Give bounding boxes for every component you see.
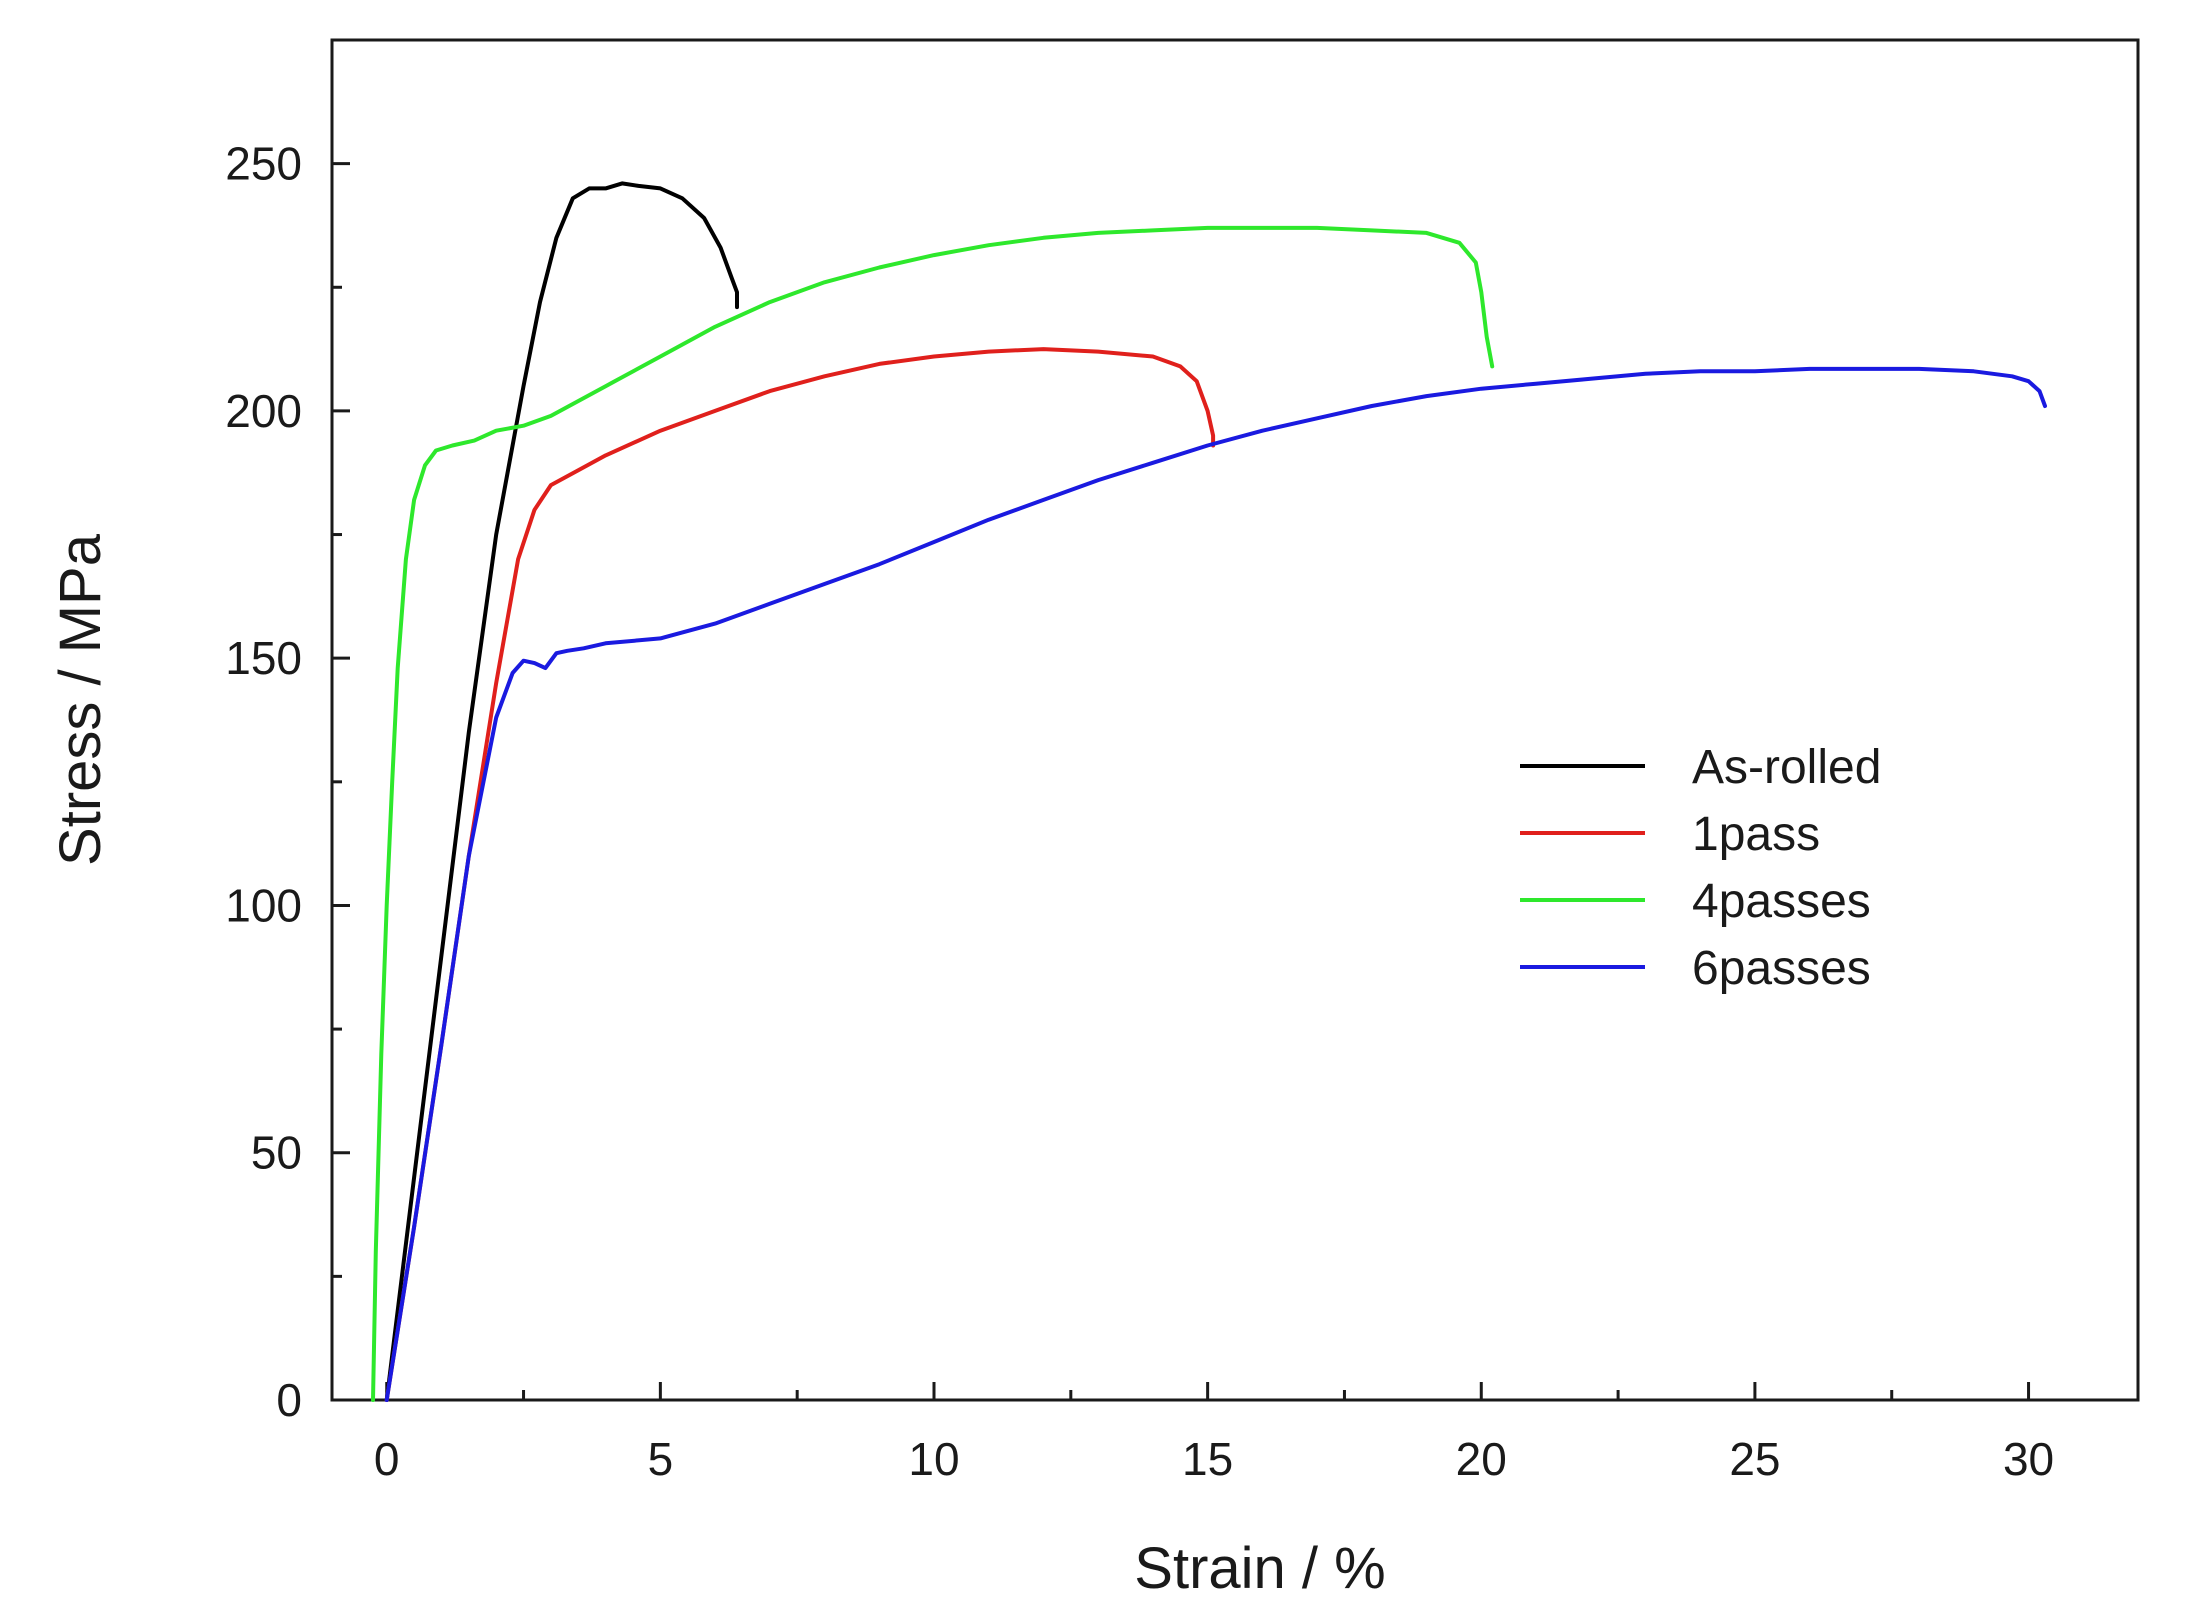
x-tick-label: 5 xyxy=(648,1433,674,1485)
series-line-4passes xyxy=(371,225,1495,1402)
y-tick-label: 150 xyxy=(225,632,302,684)
axis-ticks: 0 5 10 15 20 25 30 0 50 100 150 200 250 xyxy=(225,138,2054,1485)
legend-label: 4passes xyxy=(1692,875,1871,928)
legend-label: 6passes xyxy=(1692,942,1871,995)
y-tick-label: 250 xyxy=(225,138,302,190)
x-axis-label: Strain / % xyxy=(1134,1536,1385,1601)
y-tick-label: 0 xyxy=(276,1374,302,1426)
legend-label: 1pass xyxy=(1692,808,1820,861)
x-tick-label: 20 xyxy=(1456,1433,1507,1485)
x-tick-label: 10 xyxy=(908,1433,959,1485)
x-tick-label: 25 xyxy=(1729,1433,1780,1485)
x-tick-label: 15 xyxy=(1182,1433,1233,1485)
series-line-as-rolled xyxy=(384,181,739,1402)
x-tick-label: 30 xyxy=(2003,1433,2054,1485)
legend-label: As-rolled xyxy=(1692,741,1881,794)
y-tick-label: 200 xyxy=(225,385,302,437)
x-tick-label: 0 xyxy=(374,1433,400,1485)
plot-frame xyxy=(330,38,2140,1402)
y-tick-label: 50 xyxy=(251,1127,302,1179)
series-line-1pass xyxy=(384,347,1216,1402)
legend: As-rolled 1pass 4passes 6passes xyxy=(1520,741,1881,995)
y-tick-label: 100 xyxy=(225,879,302,931)
y-axis-label: Stress / MPa xyxy=(48,533,113,866)
series-line-6passes xyxy=(384,366,2047,1402)
series-layer xyxy=(371,181,2047,1402)
